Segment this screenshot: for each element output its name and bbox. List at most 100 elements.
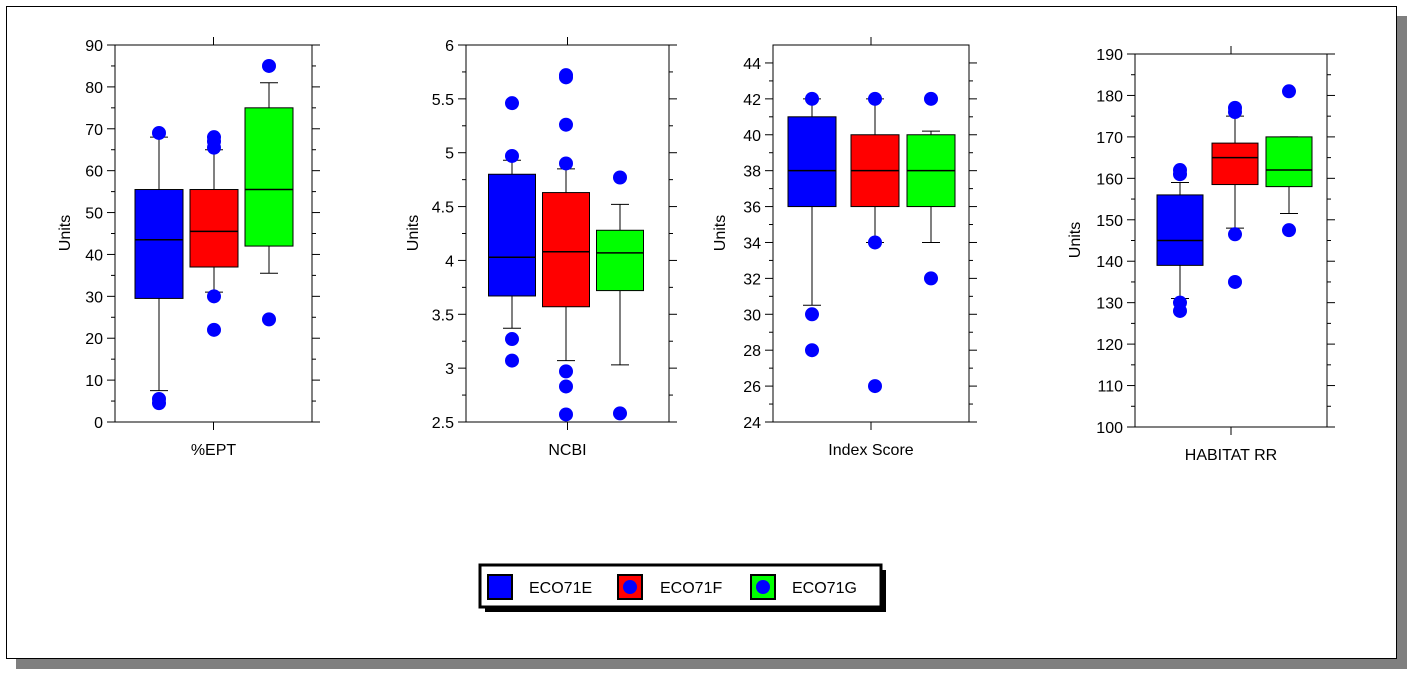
y-tick-label: 30 <box>743 307 761 324</box>
y-tick-label: 3.5 <box>432 307 454 324</box>
box-eco71e <box>488 96 536 368</box>
outlier-point <box>868 379 882 394</box>
outlier-point <box>559 117 573 132</box>
outlier-point <box>559 68 573 83</box>
outlier-point <box>868 91 882 106</box>
y-tick-label: 30 <box>85 289 103 306</box>
y-axis-title: Units <box>405 215 422 251</box>
y-tick-label: 32 <box>743 271 761 288</box>
legend-swatch-eco71e <box>487 574 513 600</box>
box-eco71f <box>542 68 590 422</box>
y-tick-label: 50 <box>85 206 103 223</box>
y-tick-label: 40 <box>743 128 761 145</box>
y-tick-label: 110 <box>1097 379 1123 396</box>
box-eco71e <box>134 125 184 411</box>
y-tick-label: 130 <box>1096 296 1123 313</box>
x-axis-title: Index Score <box>828 442 913 459</box>
y-tick-label: 80 <box>85 80 103 97</box>
box-eco71e <box>787 91 837 358</box>
outlier-point <box>1228 100 1242 115</box>
y-tick-label: 150 <box>1096 213 1123 230</box>
outlier-point <box>924 91 938 106</box>
outlier-point <box>1228 227 1242 242</box>
panel-3: 24 26 28 30 32 34 36 38 40 42 44 Units Index Score <box>712 37 977 459</box>
outlier-point <box>262 58 276 73</box>
outlier-point <box>262 312 276 327</box>
legend-label-eco71e: ECO71E <box>529 580 592 597</box>
outlier-point <box>1282 84 1296 99</box>
box-iqr <box>134 189 184 299</box>
y-tick-label: 170 <box>1096 130 1123 147</box>
box-eco71f <box>1211 100 1259 289</box>
y-tick-label: 36 <box>743 200 761 217</box>
box-iqr <box>542 192 590 308</box>
outlier-point <box>207 289 221 304</box>
y-tick-label: 3 <box>445 361 454 378</box>
outlier-point <box>1228 274 1242 289</box>
y-tick-label: 120 <box>1096 337 1123 354</box>
box-iqr <box>787 116 837 208</box>
outlier-point <box>559 379 573 394</box>
box-eco71g <box>596 170 644 421</box>
box-iqr <box>189 189 239 268</box>
outlier-point <box>207 322 221 337</box>
box-iqr <box>596 229 644 292</box>
y-tick-label: 40 <box>85 247 103 264</box>
y-tick-label: 4.5 <box>432 200 454 217</box>
legend: ECO71E ECO71F ECO71G <box>478 563 886 612</box>
outlier-point <box>613 406 627 421</box>
x-axis-title: HABITAT RR <box>1185 447 1277 464</box>
chart-frame <box>6 6 1397 659</box>
x-axis-title: %EPT <box>191 442 237 459</box>
y-tick-label: 90 <box>85 38 103 55</box>
y-tick-label: 60 <box>85 164 103 181</box>
y-tick-label: 42 <box>743 92 761 109</box>
panel-1: 0 10 20 30 40 50 60 70 80 90 Units %EPT <box>57 37 320 459</box>
box-iqr <box>488 173 536 297</box>
legend-label-eco71f: ECO71F <box>660 580 722 597</box>
x-axis-title: NCBI <box>548 442 586 459</box>
y-tick-label: 38 <box>743 164 761 181</box>
outlier-point <box>613 170 627 185</box>
box-eco71e <box>1156 163 1204 318</box>
outlier-point <box>805 307 819 322</box>
box-eco71f <box>850 91 900 394</box>
y-tick-label: 44 <box>743 56 761 73</box>
y-axis-title: Units <box>57 215 74 251</box>
outlier-point <box>868 235 882 250</box>
outlier-point <box>924 271 938 286</box>
y-tick-label: 140 <box>1096 254 1123 271</box>
y-tick-label: 5.5 <box>432 92 454 109</box>
panel-2: 2.5 3 3.5 4 4.5 5 5.5 6 Units NCBI <box>405 37 677 459</box>
legend-label-eco71g: ECO71G <box>792 580 857 597</box>
y-tick-label: 28 <box>743 343 761 360</box>
outlier-point <box>505 332 519 347</box>
y-tick-label: 4 <box>445 253 454 270</box>
box-iqr <box>1211 142 1259 186</box>
outlier-point <box>207 130 221 145</box>
y-tick-label: 5 <box>445 146 454 163</box>
y-tick-label: 190 <box>1096 47 1123 64</box>
y-tick-label: 160 <box>1096 171 1123 188</box>
outlier-point <box>559 156 573 171</box>
y-tick-label: 10 <box>85 373 103 390</box>
y-tick-label: 6 <box>445 38 454 55</box>
outlier-point <box>152 391 166 406</box>
y-tick-label: 20 <box>85 331 103 348</box>
box-eco71g <box>1265 84 1313 238</box>
box-iqr <box>1265 136 1313 188</box>
y-tick-label: 180 <box>1096 88 1123 105</box>
legend-swatch-eco71g-dot <box>756 580 770 594</box>
y-axis-title: Units <box>1067 222 1084 258</box>
outlier-point <box>505 148 519 163</box>
panel-4: 100 110 120 130 140 150 160 170 180 190 Units HABIT… <box>1067 46 1335 464</box>
outlier-point <box>1173 163 1187 178</box>
outlier-point <box>1173 295 1187 310</box>
y-axis-title: Units <box>712 215 729 251</box>
box-eco71g <box>906 91 956 286</box>
outlier-point <box>505 96 519 111</box>
box-eco71g <box>244 58 294 327</box>
y-tick-label: 24 <box>743 415 761 432</box>
y-tick-label: 2.5 <box>432 415 454 432</box>
